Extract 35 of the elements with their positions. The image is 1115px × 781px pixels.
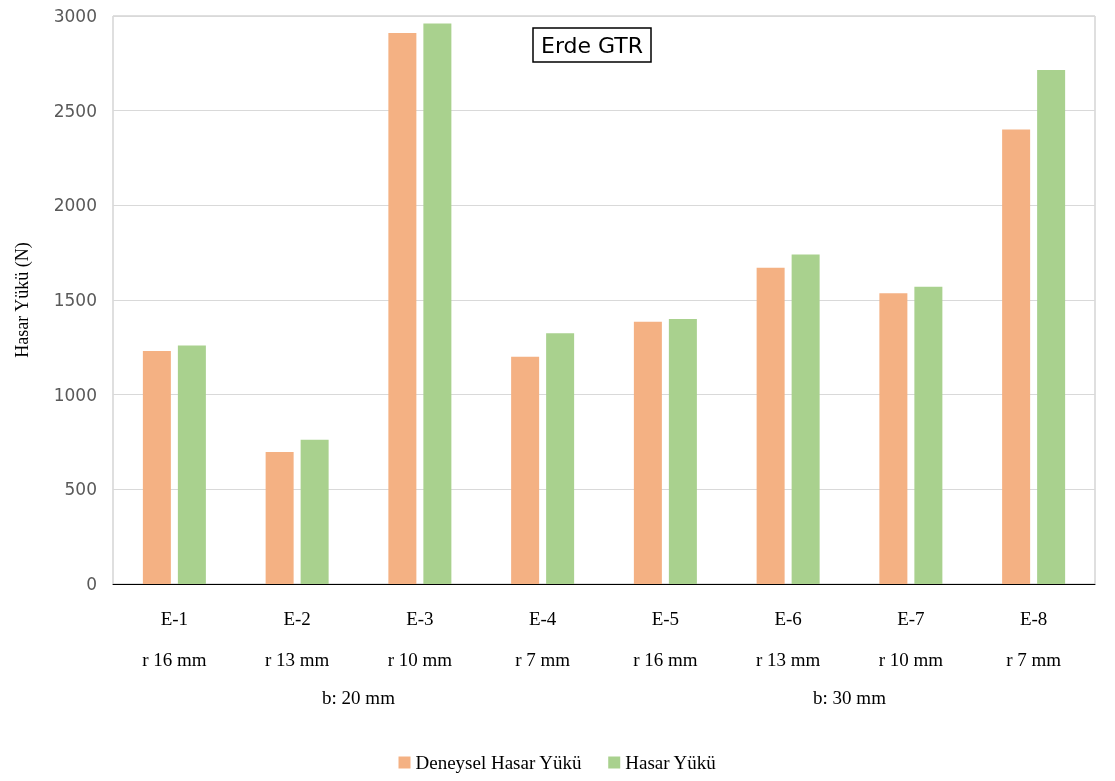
x-tick-label: E-8 r 7 mm bbox=[1006, 608, 1062, 670]
bar bbox=[265, 452, 294, 584]
x-tick-label: E-4 r 7 mm bbox=[515, 608, 571, 670]
y-tick-label: 1500 bbox=[53, 290, 97, 310]
text: Erde GTR bbox=[541, 32, 644, 58]
bar bbox=[914, 286, 943, 584]
y-tick-label: 3000 bbox=[53, 6, 97, 26]
x-tick-label: E-5 r 16 mm bbox=[633, 608, 698, 670]
y-tick-label: 2000 bbox=[53, 195, 97, 216]
text: b: 20 mm bbox=[322, 686, 396, 708]
x-tick-label: E-7 r 10 mm bbox=[878, 608, 944, 670]
text: b: 30 mm bbox=[813, 686, 887, 708]
bar bbox=[879, 293, 908, 584]
y-tick-label: 500 bbox=[64, 479, 97, 500]
bar bbox=[791, 254, 820, 584]
bar bbox=[423, 23, 452, 584]
bar bbox=[142, 351, 171, 584]
y-tick-label: 0 bbox=[86, 574, 97, 594]
bar bbox=[1037, 69, 1066, 584]
y-axis-title: Hasar Yükü (N) bbox=[12, 242, 33, 358]
bar bbox=[1002, 129, 1031, 584]
bar bbox=[756, 267, 785, 584]
bar bbox=[300, 439, 329, 584]
bar bbox=[388, 33, 417, 584]
y-tick-label: 1000 bbox=[53, 384, 97, 405]
x-tick-label: E-3 r 10 mm bbox=[387, 608, 453, 670]
y-tick-label: 2500 bbox=[53, 100, 97, 121]
legend-label: Deneysel Hasar Yükü bbox=[415, 752, 583, 773]
bar bbox=[546, 333, 575, 584]
legend-label: Hasar Yükü bbox=[625, 752, 717, 773]
bar bbox=[177, 345, 206, 584]
x-tick-label: E-1 r 16 mm bbox=[142, 608, 207, 670]
bar bbox=[511, 356, 540, 584]
bar bbox=[668, 318, 697, 584]
bar bbox=[633, 321, 662, 584]
